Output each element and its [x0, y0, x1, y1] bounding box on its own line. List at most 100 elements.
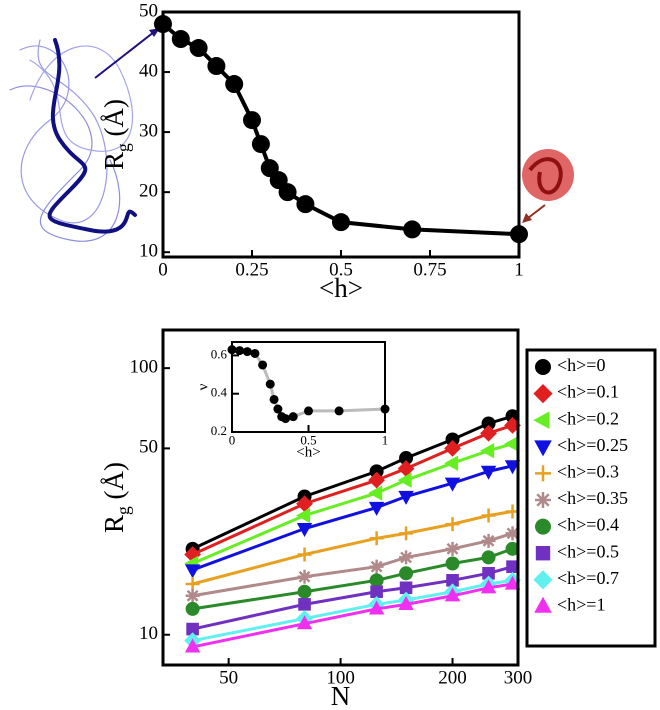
marker: [296, 495, 313, 513]
y-tick-label: 0.4: [211, 385, 228, 400]
marker: [296, 523, 313, 538]
marker: [304, 406, 313, 416]
protein-ensemble-left: [9, 38, 137, 242]
y-tick-label: 50: [139, 437, 158, 458]
legend-label: <h>=0.5: [557, 541, 619, 561]
marker: [235, 346, 245, 356]
marker: [369, 573, 384, 588]
marker: [534, 596, 552, 613]
y-tick-label: 0.6: [211, 346, 228, 361]
marker: [185, 588, 200, 603]
marker: [398, 490, 414, 505]
y-axis-label: Rg (Å): [99, 462, 133, 533]
x-tick-label: 300: [504, 668, 533, 689]
legend-label: <h>=0.4: [557, 515, 619, 535]
marker: [445, 432, 460, 447]
chart: 0 0.25 0.5 0.75 1 10 20 30 40 50 <h> Rg (Å): [99, 0, 528, 303]
marker: [399, 451, 414, 466]
marker: [369, 464, 384, 479]
marker: [334, 406, 344, 416]
marker: [533, 570, 553, 590]
marker: [297, 569, 312, 584]
marker: [296, 615, 313, 630]
marker: [403, 220, 422, 239]
legend-label: <h>=0.7: [557, 568, 619, 588]
marker: [505, 541, 520, 556]
x-axis-label: <h>: [296, 445, 320, 461]
x-tick-label: 0: [229, 433, 236, 448]
marker: [368, 600, 385, 615]
marker: [273, 404, 283, 414]
x-tick-label: 1: [382, 433, 389, 448]
y-tick-label: 20: [139, 181, 158, 202]
marker: [251, 135, 270, 154]
x-tick-label: 0.75: [413, 260, 446, 281]
marker: [504, 575, 521, 590]
marker: [269, 394, 279, 404]
legend-frame: [525, 348, 657, 648]
y-axis-label-part: R: [99, 515, 129, 533]
y-tick-label: 100: [130, 356, 159, 377]
x-tick-label: 0.5: [329, 260, 353, 281]
marker: [445, 556, 460, 571]
marker: [535, 465, 551, 482]
x-tick-label: 50: [219, 668, 238, 689]
marker: [296, 507, 311, 524]
y-tick-label: 0.2: [211, 423, 227, 438]
marker: [399, 566, 414, 581]
marker: [184, 564, 201, 579]
marker: [445, 541, 460, 556]
marker: [399, 581, 413, 595]
y-tick-label: 30: [139, 120, 158, 141]
marker: [296, 195, 315, 214]
marker: [480, 443, 495, 459]
marker: [533, 384, 553, 404]
marker: [281, 414, 291, 424]
marker: [399, 550, 414, 565]
x-axis-label: N: [331, 681, 351, 710]
y-axis-label: Rg (Å): [99, 99, 133, 170]
marker: [481, 508, 496, 523]
marker: [185, 576, 200, 591]
marker: [506, 560, 519, 573]
marker: [250, 348, 260, 358]
x-tick-label: 1: [514, 260, 524, 281]
marker: [534, 440, 552, 457]
y-axis-label-part: g: [113, 506, 133, 515]
x-tick-label: 200: [438, 668, 467, 689]
marker: [242, 347, 252, 357]
marker: [481, 533, 496, 548]
marker: [535, 492, 551, 508]
marker: [184, 546, 202, 563]
marker: [369, 531, 384, 546]
marker: [369, 559, 384, 574]
y-tick-label: 10: [139, 241, 158, 262]
legend-label: <h>=0.1: [557, 382, 619, 402]
marker: [297, 547, 312, 562]
plot-frame: [231, 341, 386, 433]
legend: <h>=0 <h>=0.1 <h>=0.2 <h>=0.25 <h>=0.3 <h>=0.…: [525, 348, 657, 648]
y-axis-label-part: (Å): [99, 462, 129, 506]
marker: [444, 477, 461, 492]
marker: [297, 584, 312, 599]
marker: [398, 595, 414, 610]
y-tick-label: 10: [139, 623, 158, 644]
marker: [446, 574, 459, 587]
protein-collapsed: [522, 149, 574, 201]
marker: [480, 579, 497, 594]
x-tick-label: 0.25: [235, 260, 268, 281]
plot-frame: [161, 10, 521, 259]
marker: [298, 598, 311, 611]
marker: [535, 518, 551, 535]
y-axis-label-part: R: [99, 152, 129, 170]
marker: [444, 455, 459, 471]
y-axis-label-part: ν: [196, 383, 212, 390]
legend-label: <h>=0.3: [557, 462, 619, 482]
x-tick-label: 0.5: [300, 433, 316, 448]
legend-label: <h>=0.2: [557, 408, 619, 428]
marker: [480, 465, 497, 480]
marker: [504, 436, 519, 452]
legend-label: <h>=1: [557, 595, 605, 615]
